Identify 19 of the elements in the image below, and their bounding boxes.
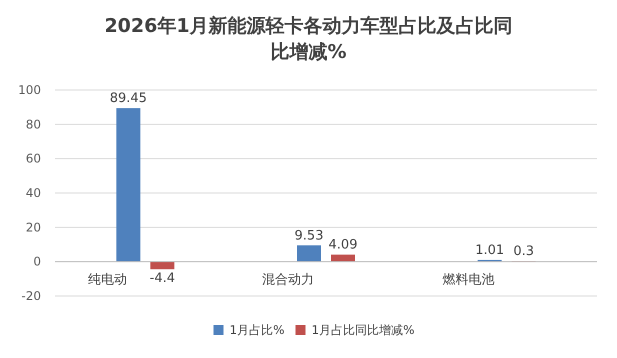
data-label: -4.4 bbox=[150, 271, 176, 286]
y-tick-label: 20 bbox=[26, 220, 41, 234]
data-label: 0.3 bbox=[513, 244, 534, 260]
y-tick-label: 0 bbox=[33, 254, 41, 269]
y-tick-label: 80 bbox=[26, 117, 41, 132]
legend-label: 1月占比% bbox=[230, 323, 285, 337]
x-tick-label: 燃料电池 bbox=[442, 272, 495, 288]
data-label: 89.45 bbox=[110, 91, 147, 106]
data-label: 9.53 bbox=[294, 228, 324, 244]
legend-label: 1月占比同比增减% bbox=[312, 323, 415, 337]
x-tick-label: 纯电动 bbox=[88, 272, 127, 288]
y-tick-label: 60 bbox=[26, 152, 41, 166]
x-tick-label: 混合动力 bbox=[262, 272, 314, 288]
y-tick-label: 40 bbox=[26, 186, 41, 200]
y-tick-label: 100 bbox=[18, 83, 41, 97]
data-label: 4.09 bbox=[328, 238, 358, 253]
y-tick-label: -20 bbox=[21, 289, 41, 303]
chart-title: 2026年1月新能源轻卡各动力车型占比及占比同比增减% bbox=[104, 15, 513, 63]
data-label: 1.01 bbox=[475, 242, 504, 258]
